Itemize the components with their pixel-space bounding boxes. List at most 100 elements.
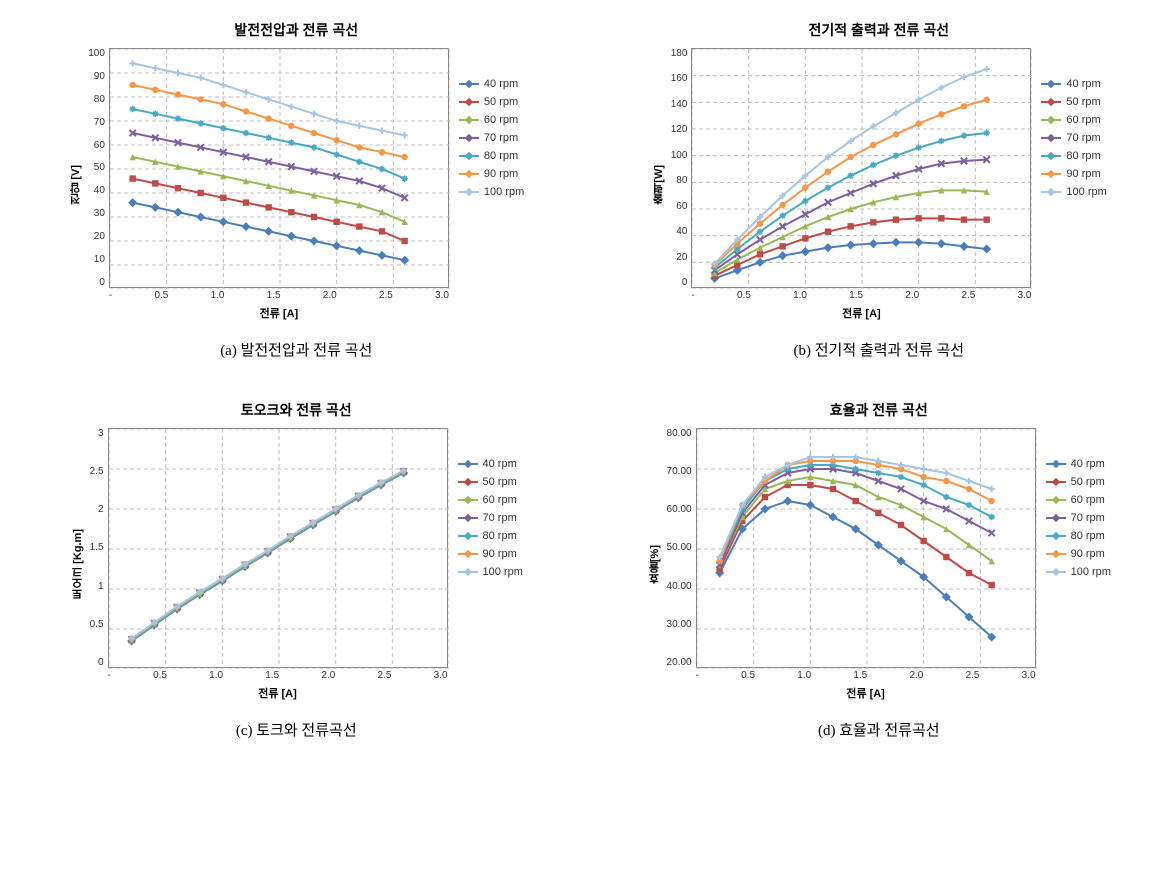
legend-item-s80: 80 rpm [459,150,524,162]
xtick: - [108,670,111,681]
ytick: 100 [88,48,105,59]
legend-item-s70: 70 rpm [1041,132,1106,144]
caption-d: (d) 효율과 전류곡선 [818,719,940,740]
plot-svg-b [692,49,1032,289]
yticks-d: 80.0070.0060.0050.0040.0030.0020.00 [667,428,696,668]
panel-a: 발전전압과 전류 곡선 전압 [V] 100908070605040302010… [20,20,573,360]
legend-label: 50 rpm [1071,476,1105,488]
legend-label: 80 rpm [483,530,517,542]
xtick: 2.5 [961,290,975,301]
legend-item-s60: 60 rpm [1041,114,1106,126]
plot-svg-a [110,49,450,289]
legend-item-s100: 100 rpm [1041,186,1106,198]
xtick: 2.0 [323,290,337,301]
ytick: 60 [94,140,105,151]
legend-item-s100: 100 rpm [458,566,523,578]
xtick: 3.0 [1018,290,1032,301]
legend-item-s90: 90 rpm [459,168,524,180]
ytick: 80 [676,175,687,186]
ytick: 70 [94,117,105,128]
ylabel-c: 토오크 [Kg.m] [70,529,86,600]
ytick: 120 [671,124,688,135]
legend-label: 90 rpm [483,548,517,560]
legend-label: 40 rpm [483,458,517,470]
legend-item-s50: 50 rpm [1046,476,1111,488]
ytick: 180 [671,48,688,59]
xtick: 0.5 [154,290,168,301]
legend-item-s60: 60 rpm [458,494,523,506]
ylabel-d: 효율[%] [647,545,663,584]
xtick: 2.5 [378,670,392,681]
ytick: 20 [676,252,687,263]
legend-item-s70: 70 rpm [459,132,524,144]
xtick: 1.5 [849,290,863,301]
legend-a: 40 rpm 50 rpm 60 rpm 70 rpm 80 rpm 90 rp… [459,48,524,198]
legend-item-s100: 100 rpm [1046,566,1111,578]
ytick: 3 [98,428,104,439]
xtick: 1.0 [793,290,807,301]
legend-b: 40 rpm 50 rpm 60 rpm 70 rpm 80 rpm 90 rp… [1041,48,1106,198]
legend-item-s60: 60 rpm [1046,494,1111,506]
legend-label: 60 rpm [483,494,517,506]
chart-wrap-c: 토오크 [Kg.m] 32.521.510.50 -0.51.01.52.02.… [70,428,523,701]
xtick: 1.0 [211,290,225,301]
xlabel-b: 전류 [A] [691,305,1031,321]
legend-label: 80 rpm [1071,530,1105,542]
legend-item-s50: 50 rpm [1041,96,1106,108]
xtick: 0.5 [741,670,755,681]
legend-item-s80: 80 rpm [1046,530,1111,542]
ytick: 160 [671,73,688,84]
ytick: 140 [671,99,688,110]
ytick: 0 [99,277,105,288]
ytick: 80.00 [667,428,692,439]
panel-d: 효율과 전류 곡선 효율[%] 80.0070.0060.0050.0040.0… [603,400,1156,740]
xticks-b: -0.51.01.52.02.53.0 [691,288,1031,301]
legend-label: 100 rpm [1066,186,1106,198]
ylabel-a: 전압 [V] [68,165,84,205]
legend-label: 90 rpm [1071,548,1105,560]
ytick: 10 [94,254,105,265]
chart-title-c: 토오크와 전류 곡선 [241,400,352,420]
legend-label: 40 rpm [1066,78,1100,90]
ytick: 0 [98,657,104,668]
xtick: 1.5 [853,670,867,681]
legend-label: 40 rpm [484,78,518,90]
xtick: - [109,290,112,301]
legend-label: 90 rpm [1066,168,1100,180]
legend-item-s40: 40 rpm [1046,458,1111,470]
xtick: 2.5 [966,670,980,681]
legend-label: 100 rpm [484,186,524,198]
legend-d: 40 rpm 50 rpm 60 rpm 70 rpm 80 rpm 90 rp… [1046,428,1111,578]
legend-item-s50: 50 rpm [458,476,523,488]
xtick: - [691,290,694,301]
xtick: 1.0 [797,670,811,681]
ytick: 1 [98,581,104,592]
ytick: 0 [682,277,688,288]
ytick: 40 [94,185,105,196]
legend-label: 60 rpm [1066,114,1100,126]
plot-area-a [109,48,449,288]
legend-label: 50 rpm [484,96,518,108]
chart-title-d: 효율과 전류 곡선 [830,400,928,420]
chart-grid: 발전전압과 전류 곡선 전압 [V] 100908070605040302010… [20,20,1155,740]
ytick: 20 [94,231,105,242]
plot-area-b [691,48,1031,288]
ytick: 30 [94,208,105,219]
legend-item-s70: 70 rpm [458,512,523,524]
legend-c: 40 rpm 50 rpm 60 rpm 70 rpm 80 rpm 90 rp… [458,428,523,578]
legend-label: 100 rpm [483,566,523,578]
caption-a: (a) 발전전압과 전류 곡선 [220,339,372,360]
legend-label: 60 rpm [484,114,518,126]
ytick: 20.00 [667,657,692,668]
xticks-c: -0.51.01.52.02.53.0 [108,668,448,681]
ytick: 2.5 [90,466,104,477]
xtick: 3.0 [435,290,449,301]
legend-label: 70 rpm [1071,512,1105,524]
chart-title-b: 전기적 출력과 전류 곡선 [809,20,949,40]
legend-label: 70 rpm [484,132,518,144]
xticks-a: -0.51.01.52.02.53.0 [109,288,449,301]
legend-label: 90 rpm [484,168,518,180]
legend-label: 80 rpm [484,150,518,162]
plot-area-d [696,428,1036,668]
legend-label: 100 rpm [1071,566,1111,578]
